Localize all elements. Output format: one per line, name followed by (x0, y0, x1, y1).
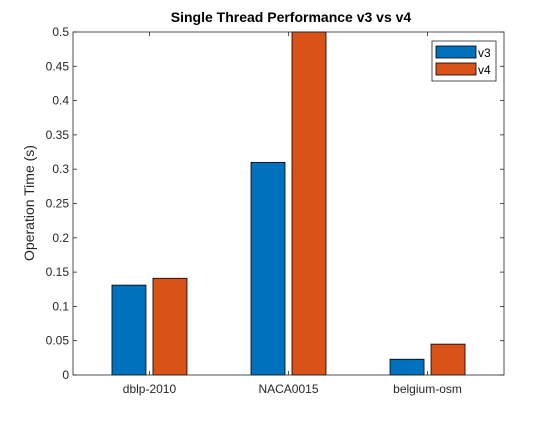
bar-v3-belgium-osm (390, 359, 424, 375)
y-tick-label: 0.5 (52, 25, 69, 39)
y-tick-label: 0.45 (46, 59, 70, 73)
bar-v3-dblp-2010 (112, 285, 146, 375)
legend-label-v3: v3 (478, 46, 491, 60)
x-tick-label: NACA0015 (258, 382, 318, 396)
bar-v4-dblp-2010 (153, 278, 187, 375)
legend-swatch-v4 (436, 63, 476, 75)
y-tick-label: 0.2 (52, 231, 69, 245)
y-tick-label: 0.25 (46, 197, 70, 211)
legend-label-v4: v4 (478, 63, 491, 77)
y-tick-label: 0.3 (52, 162, 69, 176)
y-tick-label: 0.05 (46, 334, 70, 348)
y-tick-label: 0.35 (46, 128, 70, 142)
bar-v3-NACA0015 (251, 162, 285, 375)
y-tick-label: 0 (62, 368, 69, 382)
y-tick-label: 0.15 (46, 265, 70, 279)
y-axis-label: Operation Time (s) (21, 145, 37, 261)
chart-title: Single Thread Performance v3 vs v4 (171, 9, 412, 25)
bar-v4-belgium-osm (431, 344, 465, 375)
x-tick-label: dblp-2010 (123, 382, 177, 396)
y-tick-label: 0.1 (52, 299, 69, 313)
bar-v4-NACA0015 (292, 32, 326, 375)
x-tick-label: belgium-osm (393, 382, 462, 396)
y-tick-label: 0.4 (52, 94, 69, 108)
legend-swatch-v3 (436, 46, 476, 58)
